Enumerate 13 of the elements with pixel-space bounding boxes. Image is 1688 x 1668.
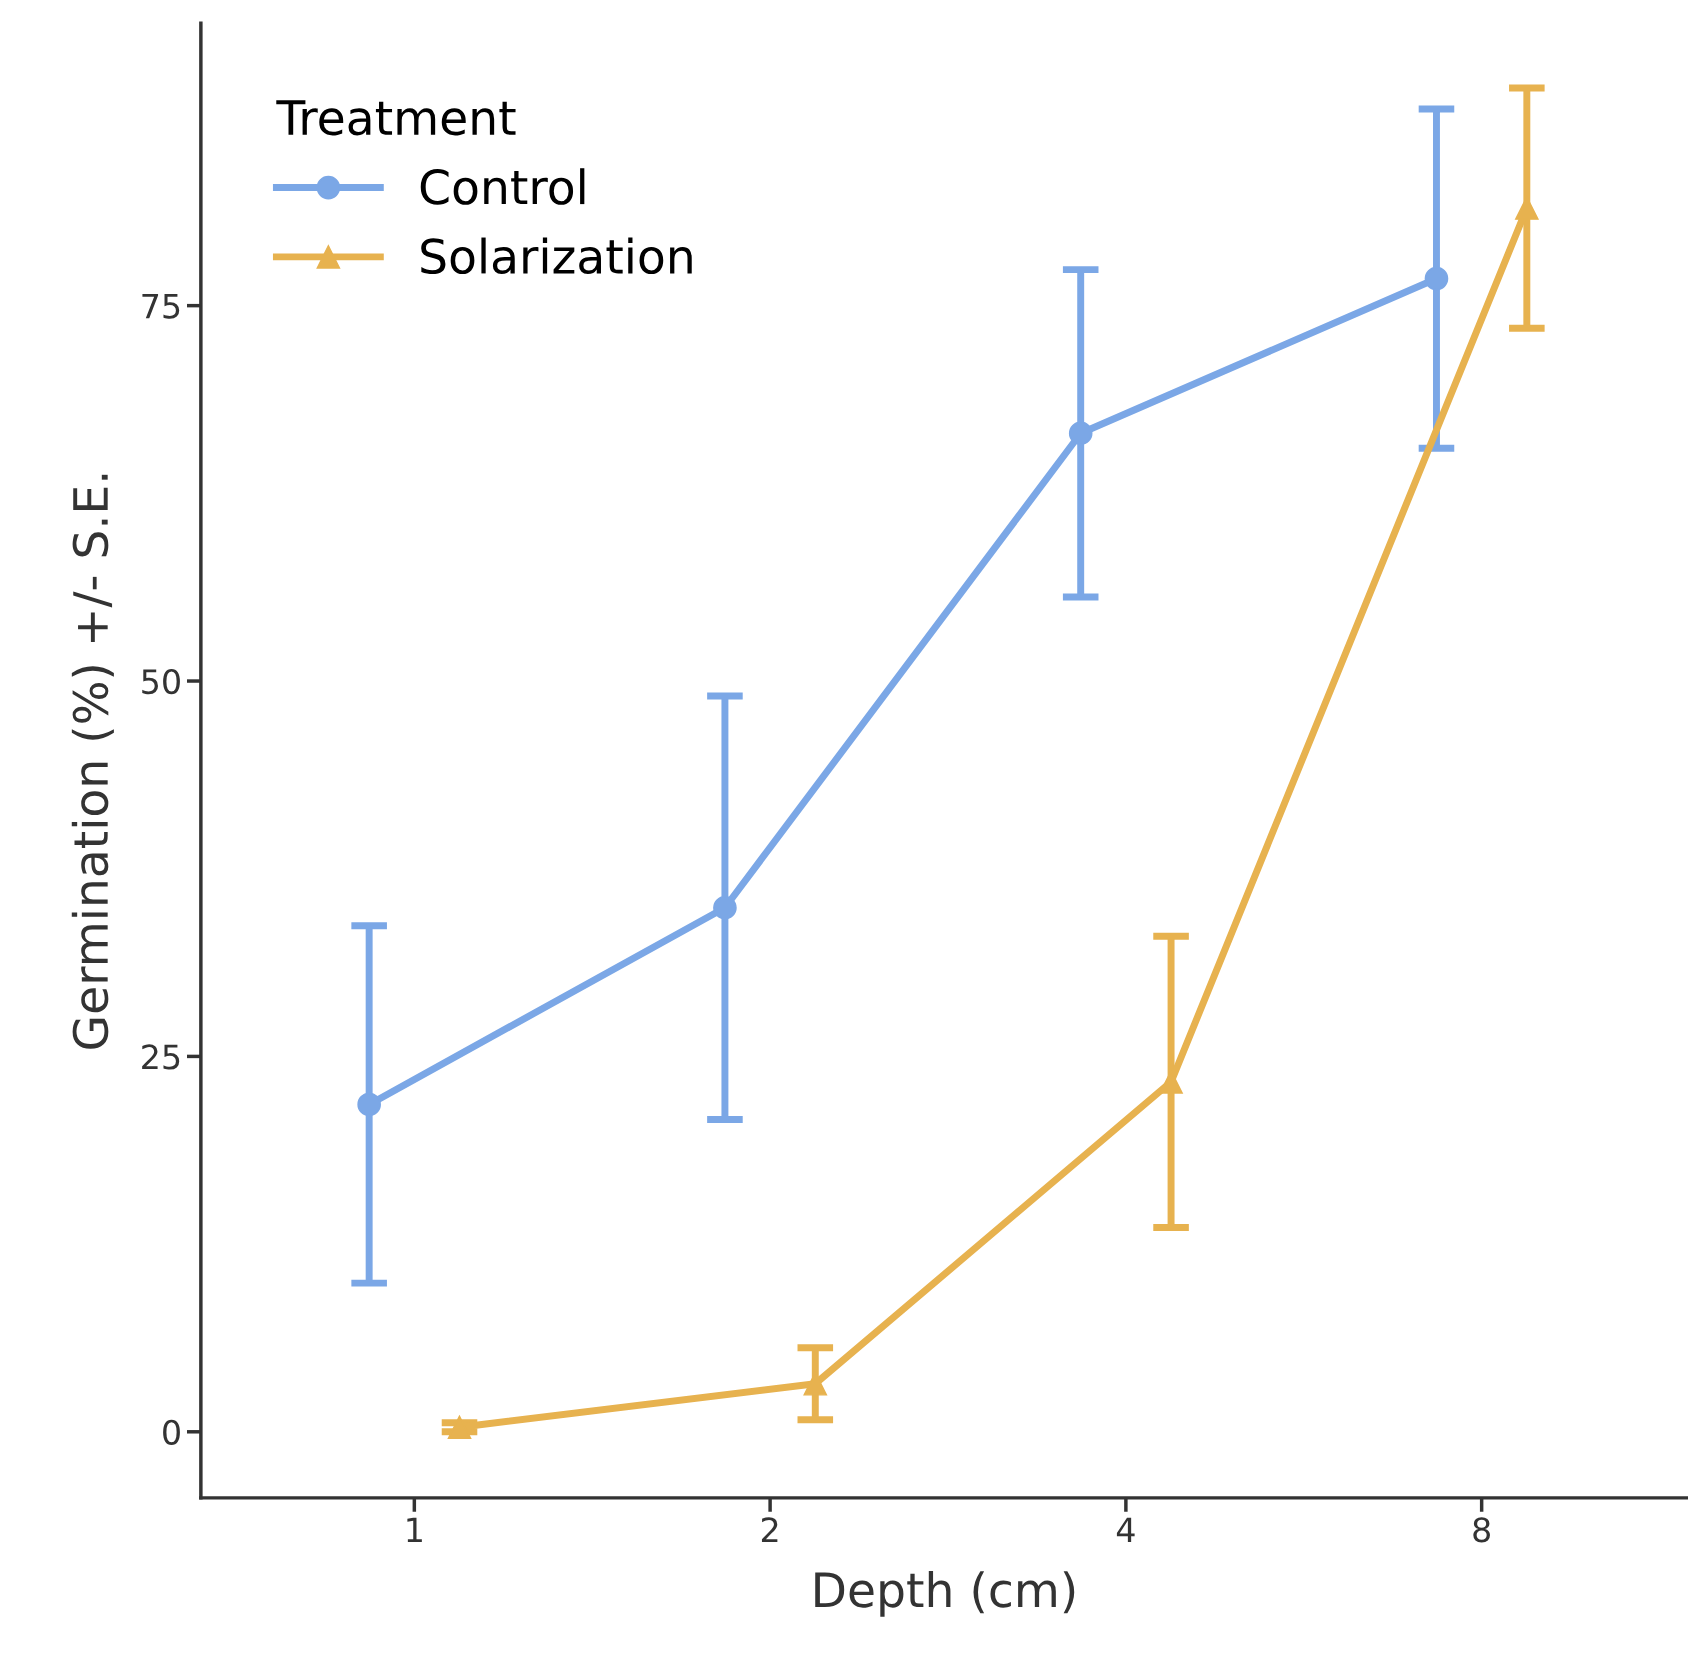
y-tick-label: 0: [163, 1419, 180, 1445]
legend-title: Treatment: [276, 100, 516, 136]
legend-label: Solarization: [421, 237, 692, 275]
legend-label: Control: [420, 168, 585, 205]
x-tick-label: 2: [761, 1517, 778, 1542]
x-tick-label: 8: [1473, 1517, 1490, 1543]
y-tick-label: 50: [142, 668, 180, 695]
x-axis-title: Depth (cm): [815, 1571, 1075, 1617]
y-tick-label: 75: [142, 294, 180, 319]
y-axis-title: Germination (%) +/- S.E.: [71, 474, 114, 1049]
x-tick-label: 1: [407, 1517, 422, 1542]
y-tick-label: 25: [142, 1044, 180, 1070]
x-tick-label: 4: [1116, 1517, 1135, 1542]
